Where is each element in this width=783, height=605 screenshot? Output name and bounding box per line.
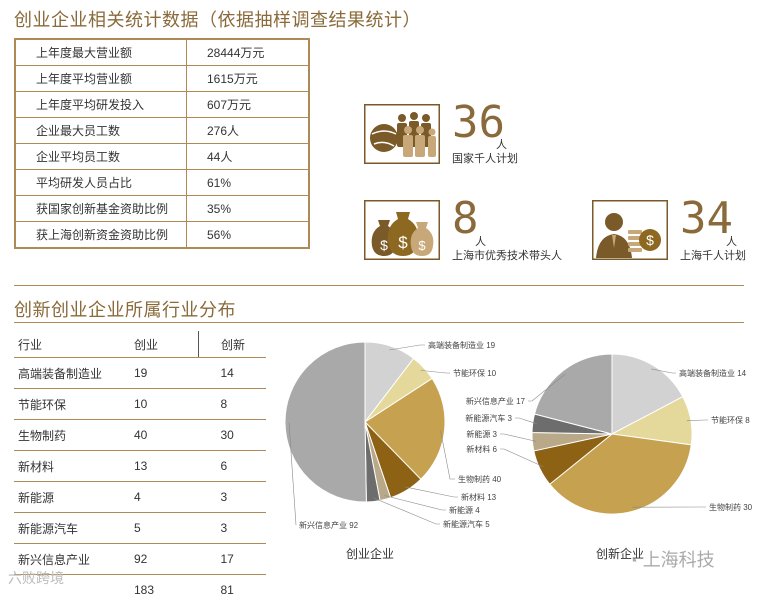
- chuangxin-count: 8: [199, 389, 267, 420]
- stats-value: 61%: [187, 170, 310, 196]
- industry-name: 新能源汽车: [14, 513, 130, 544]
- chuangxin-count: 30: [199, 420, 267, 451]
- slice-label: 新材料 13: [461, 492, 497, 502]
- wechat-icon: ◔: [628, 553, 638, 570]
- slice-label: 生物制药 30: [709, 502, 753, 512]
- slice-label: 新兴信息产业 92: [299, 520, 359, 530]
- stats-value: 56%: [187, 222, 310, 249]
- industry-name: 新能源: [14, 482, 130, 513]
- chuangye-count: 40: [130, 420, 199, 451]
- stats-label: 上年度平均营业额: [15, 66, 187, 92]
- chuangye-count: 19: [130, 358, 199, 389]
- slice-label: 新能源汽车 3: [465, 413, 512, 423]
- divider: [14, 322, 744, 323]
- slice-label: 节能环保 10: [453, 368, 497, 378]
- talent-caption: 国家千人计划: [452, 150, 518, 166]
- chuangye-count: 13: [130, 451, 199, 482]
- chuangxin-count: 6: [199, 451, 267, 482]
- table-header-row: 行业 创业 创新: [14, 331, 266, 358]
- stats-value: 28444万元: [187, 39, 310, 66]
- chuangxin-count: 14: [199, 358, 267, 389]
- slice-label: 新兴信息产业 17: [466, 396, 526, 406]
- pie-title: 创业企业: [346, 546, 394, 561]
- chuangxin-count: 3: [199, 513, 267, 544]
- svg-text:$: $: [646, 232, 654, 248]
- pie-chart: 高端装备制造业 14 节能环保 8 生物制药 30 新材料 6 新能源 3 新能源汽车 3…: [465, 354, 752, 561]
- stats-value: 276人: [187, 118, 310, 144]
- talent-caption: 上海市优秀技术带头人: [452, 247, 562, 263]
- pie-slice: [285, 342, 366, 502]
- chuangxin-count: 17: [199, 544, 267, 575]
- chuangye-count: 5: [130, 513, 199, 544]
- leader-line: [500, 434, 536, 441]
- leader-line: [373, 498, 440, 524]
- chuangye-count: 10: [130, 389, 199, 420]
- slice-label: 高端装备制造业 14: [679, 368, 747, 378]
- chuangye-total: 183: [130, 575, 199, 605]
- stats-label: 上年度平均研发投入: [15, 92, 187, 118]
- people-group-icon: [364, 104, 440, 164]
- column-header: 创业: [130, 331, 199, 358]
- stats-label: 平均研发人员占比: [15, 170, 187, 196]
- stats-label: 企业最大员工数: [15, 118, 187, 144]
- industry-name: 高端装备制造业: [14, 358, 130, 389]
- leader-line: [384, 495, 446, 510]
- industry-name: 新材料: [14, 451, 130, 482]
- column-header: 创新: [199, 331, 267, 358]
- watermark-right: ◔ 上海科技: [628, 546, 715, 572]
- chuangxin-count: 3: [199, 482, 267, 513]
- stats-value: 35%: [187, 196, 310, 222]
- industry-name: 节能环保: [14, 389, 130, 420]
- divider: [14, 285, 744, 286]
- money-bags-icon: $ $ $: [364, 200, 440, 260]
- svg-text:$: $: [418, 238, 426, 253]
- businessman-coins-icon: $: [592, 200, 668, 260]
- svg-text:$: $: [398, 233, 408, 252]
- stats-value: 607万元: [187, 92, 310, 118]
- slice-label: 节能环保 8: [711, 415, 750, 425]
- watermark-right-text: 上海科技: [643, 550, 715, 570]
- stats-label: 企业平均员工数: [15, 144, 187, 170]
- watermark-left: 六败跨境: [8, 568, 64, 588]
- column-header: 行业: [14, 331, 130, 358]
- stats-label: 获国家创新基金资助比例: [15, 196, 187, 222]
- stats-label: 获上海创新资金资助比例: [15, 222, 187, 249]
- stats-value: 44人: [187, 144, 310, 170]
- chuangxin-total: 81: [199, 575, 267, 605]
- talent-caption: 上海千人计划: [680, 247, 746, 263]
- stats-label: 上年度最大营业额: [15, 39, 187, 66]
- leader-line: [405, 487, 458, 497]
- pie-charts: 高端装备制造业 19 节能环保 10 生物制药 40 新材料 13 新能源 4 新能源汽车…: [270, 330, 783, 580]
- slice-label: 新能源 3: [466, 429, 497, 439]
- stats-value: 1615万元: [187, 66, 310, 92]
- slice-label: 新能源 4: [449, 505, 480, 515]
- section2-title: 创新创业企业所属行业分布: [14, 296, 236, 322]
- section1-title: 创业企业相关统计数据（依据抽样调查结果统计）: [14, 6, 421, 32]
- slice-label: 高端装备制造业 19: [428, 340, 496, 350]
- chuangye-count: 92: [130, 544, 199, 575]
- industry-name: 生物制药: [14, 420, 130, 451]
- svg-text:$: $: [380, 237, 388, 253]
- slice-label: 新能源汽车 5: [443, 519, 490, 529]
- slice-label: 新材料 6: [466, 444, 497, 454]
- slice-label: 生物制药 40: [458, 474, 502, 484]
- chuangye-count: 4: [130, 482, 199, 513]
